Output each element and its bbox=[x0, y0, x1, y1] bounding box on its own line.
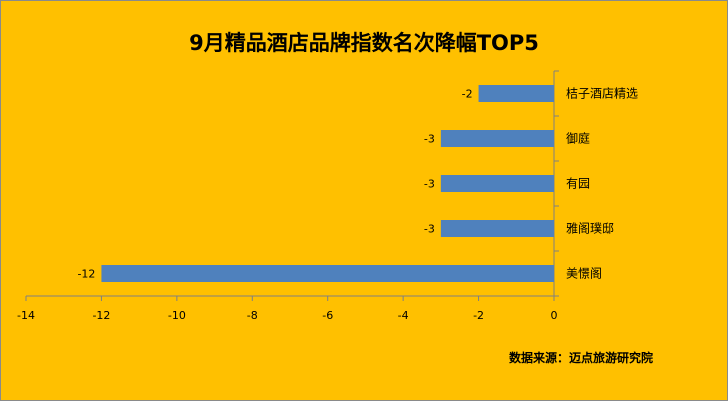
value-tick-label: -6 bbox=[322, 309, 333, 322]
bar bbox=[101, 265, 554, 282]
bar bbox=[440, 130, 554, 147]
chart-title: 9月精品酒店品牌指数名次降幅TOP5 bbox=[189, 31, 539, 55]
value-tick-label: -10 bbox=[168, 309, 186, 322]
category-label: 有园 bbox=[566, 177, 590, 191]
bar bbox=[440, 175, 554, 192]
value-tick-label: 0 bbox=[551, 309, 558, 322]
bar bbox=[440, 220, 554, 237]
data-label: -3 bbox=[424, 133, 435, 146]
bar bbox=[478, 85, 554, 102]
category-label: 桔子酒店精选 bbox=[566, 87, 638, 101]
value-tick-label: -2 bbox=[473, 309, 484, 322]
value-tick-label: -4 bbox=[398, 309, 409, 322]
category-label: 御庭 bbox=[566, 131, 590, 146]
data-label: -12 bbox=[77, 268, 95, 281]
source-note: 数据来源：迈点旅游研究院 bbox=[509, 351, 654, 365]
data-label: -3 bbox=[424, 178, 435, 191]
data-label: -3 bbox=[424, 223, 435, 236]
value-tick-label: -8 bbox=[247, 309, 258, 322]
data-label: -2 bbox=[462, 88, 473, 101]
category-label: 美憬阁 bbox=[566, 266, 602, 281]
value-tick-label: -14 bbox=[17, 309, 35, 322]
category-label: 雅阁璞邸 bbox=[566, 221, 614, 236]
value-tick-label: -12 bbox=[92, 309, 110, 322]
